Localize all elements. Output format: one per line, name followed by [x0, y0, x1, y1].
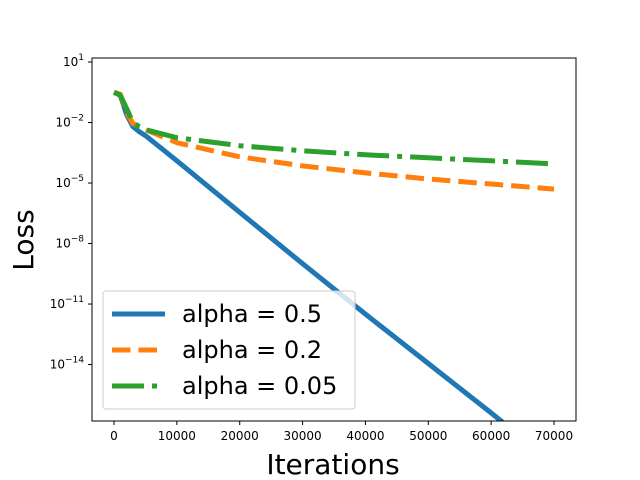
- y-tick-base: 10: [55, 176, 70, 190]
- y-tick-label: 10−11: [50, 295, 84, 311]
- y-tick-exponent: −11: [65, 295, 84, 305]
- y-tick-exponent: −2: [71, 114, 84, 124]
- y-tick-base: 10: [50, 358, 65, 372]
- x-tick-label: 50000: [409, 429, 447, 443]
- y-tick-exponent: −5: [71, 174, 84, 184]
- y-tick-label: 10−5: [55, 174, 84, 190]
- x-tick-label: 40000: [346, 429, 384, 443]
- x-tick-label: 10000: [158, 429, 196, 443]
- x-axis-ticks: 0 10000 20000 30000 40000 50000 60000 70000: [110, 421, 573, 443]
- y-axis-label: Loss: [7, 209, 40, 270]
- legend-box: [102, 290, 356, 410]
- x-tick-label: 70000: [535, 429, 573, 443]
- x-tick-label: 30000: [283, 429, 321, 443]
- y-tick-base: 10: [55, 116, 70, 130]
- legend: alpha = 0.5 alpha = 0.2 alpha = 0.05: [102, 290, 356, 410]
- legend-label-alpha-0.5: alpha = 0.5: [182, 300, 322, 328]
- y-tick-label: 10−2: [55, 114, 84, 130]
- y-tick-exponent: −8: [71, 235, 85, 245]
- y-tick-label: 10−8: [55, 235, 84, 251]
- y-tick-label: 10−14: [50, 356, 85, 372]
- y-tick-base: 10: [63, 55, 78, 69]
- x-tick-label: 60000: [472, 429, 510, 443]
- plot-frame: [91, 57, 577, 422]
- x-tick-label: 20000: [221, 429, 259, 443]
- x-axis-label: Iterations: [266, 448, 399, 480]
- y-tick-base: 10: [50, 297, 65, 311]
- y-tick-exponent: −14: [65, 356, 84, 366]
- series-line-2: [112, 90, 555, 167]
- y-tick-base: 10: [55, 237, 70, 251]
- x-tick-label: 0: [110, 429, 118, 443]
- series-line-1: [113, 89, 555, 192]
- y-tick-label: 101: [63, 53, 84, 69]
- y-tick-exponent: 1: [78, 53, 84, 63]
- legend-label-alpha-0.2: alpha = 0.2: [182, 336, 322, 364]
- series-layer: [112, 89, 555, 421]
- legend-label-alpha-0.05: alpha = 0.05: [182, 372, 337, 400]
